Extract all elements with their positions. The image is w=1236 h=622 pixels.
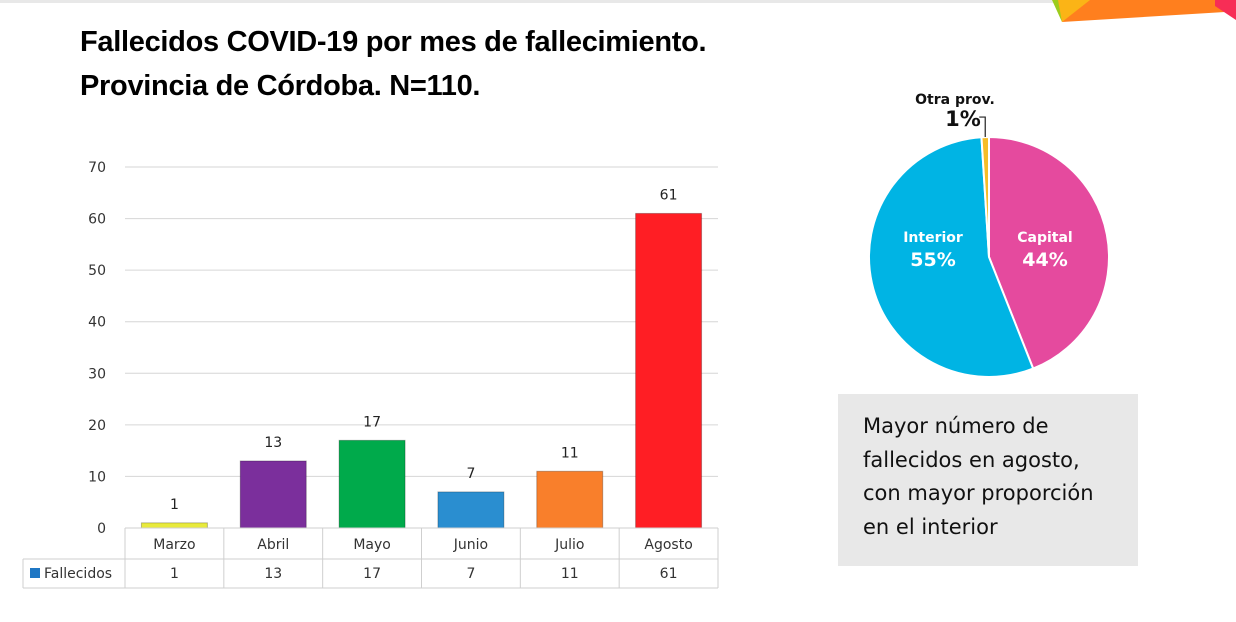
data-label: 61 bbox=[660, 187, 678, 203]
gridlines bbox=[125, 166, 718, 477]
pie-pct-otra-prov: 1% bbox=[945, 107, 981, 131]
x-tick-label: Julio bbox=[554, 537, 584, 553]
x-tick-label: Marzo bbox=[153, 537, 195, 553]
pie-pct-capital: 44% bbox=[1022, 249, 1067, 271]
y-tick-label: 0 bbox=[97, 521, 106, 537]
decorative-banner bbox=[1052, 0, 1236, 22]
x-tick-label: Abril bbox=[257, 537, 289, 553]
deco-orange bbox=[1062, 0, 1225, 22]
data-label: 1 bbox=[170, 497, 179, 513]
y-tick-label: 40 bbox=[88, 315, 106, 331]
legend-swatch bbox=[30, 568, 40, 578]
bar-agosto bbox=[635, 212, 703, 529]
x-tick-label: Junio bbox=[453, 537, 488, 553]
bars bbox=[140, 212, 703, 529]
pie-chart: Otra prov. 1% Capital 44% Interior 55% bbox=[868, 92, 1110, 378]
y-tick-label: 10 bbox=[88, 469, 106, 485]
y-axis-ticks: 0 10 20 30 40 50 60 70 bbox=[88, 160, 106, 537]
otra-prov-leader-line bbox=[979, 116, 986, 138]
legend-label: Fallecidos bbox=[44, 566, 112, 582]
table-value: 13 bbox=[264, 566, 282, 582]
title-line-2: Provincia de Córdoba. N=110. bbox=[80, 70, 481, 102]
pie-pct-interior: 55% bbox=[910, 249, 955, 271]
data-table: Marzo 1 Abril 13 Mayo 17 Junio 7 Julio 11 Agosto 61… bbox=[22, 527, 719, 589]
note-line-1: Mayor número de bbox=[863, 414, 1049, 438]
data-label: 13 bbox=[264, 435, 282, 451]
pie-slice-otra-prov bbox=[980, 135, 990, 258]
top-border bbox=[0, 0, 1236, 3]
data-labels: 1 13 17 7 11 61 bbox=[170, 187, 678, 512]
table-value: 17 bbox=[363, 566, 381, 582]
y-tick-label: 60 bbox=[88, 212, 106, 228]
data-label: 11 bbox=[561, 445, 579, 461]
data-label: 17 bbox=[363, 414, 381, 430]
y-tick-label: 50 bbox=[88, 263, 106, 279]
deco-red bbox=[1215, 0, 1236, 20]
pie-slice-interior bbox=[868, 136, 1035, 378]
x-tick-label: Mayo bbox=[353, 537, 391, 553]
bar-marzo bbox=[140, 522, 208, 529]
table-value: 7 bbox=[466, 566, 475, 582]
pie-slices bbox=[868, 135, 1110, 378]
table-value: 61 bbox=[660, 566, 678, 582]
x-tick-label: Agosto bbox=[644, 537, 692, 553]
y-tick-label: 30 bbox=[88, 366, 106, 382]
bar-julio bbox=[536, 470, 604, 529]
title-line-1: Fallecidos COVID-19 por mes de fallecimi… bbox=[80, 26, 707, 58]
summary-note: Mayor número de fallecidos en agosto, co… bbox=[838, 394, 1138, 566]
data-label: 7 bbox=[466, 466, 475, 482]
pie-slice-capital bbox=[988, 135, 1110, 370]
pie-label-capital: Capital bbox=[1017, 230, 1072, 246]
y-tick-label: 20 bbox=[88, 418, 106, 434]
bar-chart: 0 10 20 30 40 50 60 70 1 13 17 7 11 61 Marzo 1 Abril 13… bbox=[22, 160, 719, 589]
note-line-2: fallecidos en agosto, bbox=[863, 447, 1080, 472]
note-line-3: con mayor proporción bbox=[863, 481, 1094, 505]
table-value: 1 bbox=[170, 566, 179, 582]
pie-label-interior: Interior bbox=[903, 230, 963, 246]
y-tick-label: 70 bbox=[88, 160, 106, 176]
bar-junio bbox=[437, 491, 505, 529]
page-title: Fallecidos COVID-19 por mes de fallecimi… bbox=[80, 20, 707, 108]
bar-abril bbox=[239, 460, 307, 529]
note-line-4: en el interior bbox=[863, 514, 998, 539]
bar-mayo bbox=[338, 439, 406, 529]
table-value: 11 bbox=[561, 566, 579, 582]
pie-label-otra-prov: Otra prov. bbox=[915, 92, 995, 108]
